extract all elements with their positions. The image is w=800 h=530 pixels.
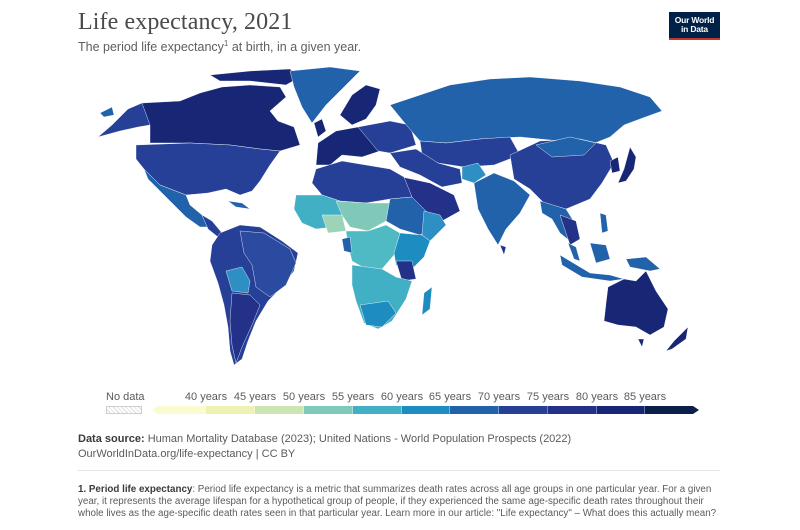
region-alaska-peninsula[interactable] xyxy=(99,106,115,118)
legend-end-arrow xyxy=(693,406,699,414)
legend-tick: 50 years xyxy=(282,391,326,403)
region-borneo[interactable] xyxy=(589,242,611,264)
region-philippines[interactable] xyxy=(599,212,609,234)
legend-bin[interactable] xyxy=(158,406,206,414)
no-data-label: No data xyxy=(106,391,145,403)
region-new-zealand[interactable] xyxy=(665,326,689,352)
region-korea[interactable] xyxy=(609,156,621,174)
region-japan[interactable] xyxy=(617,146,637,184)
footnote-label: 1. Period life expectancy xyxy=(78,484,193,495)
region-india[interactable] xyxy=(473,172,531,246)
region-canada[interactable] xyxy=(141,84,301,152)
legend-tick: 60 years xyxy=(380,391,424,403)
legend-bin[interactable] xyxy=(548,406,597,414)
region-eastern-europe[interactable] xyxy=(357,120,417,154)
legend-tick: 85 years xyxy=(623,391,667,403)
region-malaysia[interactable] xyxy=(567,242,581,262)
region-madagascar[interactable] xyxy=(421,286,433,316)
region-sahel[interactable] xyxy=(335,200,391,232)
no-data-swatch[interactable] xyxy=(106,406,142,414)
owid-logo[interactable]: Our World in Data xyxy=(669,12,720,40)
world-map[interactable] xyxy=(90,65,710,375)
region-mongolia[interactable] xyxy=(535,136,597,158)
region-central-africa[interactable] xyxy=(345,224,401,270)
legend-color-bar xyxy=(158,406,693,414)
region-mexico[interactable] xyxy=(143,168,209,228)
legend-bin[interactable] xyxy=(255,406,304,414)
region-turkey-iran[interactable] xyxy=(389,148,463,188)
region-afghanistan[interactable] xyxy=(461,162,487,184)
legend-bin[interactable] xyxy=(206,406,255,414)
legend-tick: 80 years xyxy=(575,391,619,403)
legend-bin[interactable] xyxy=(353,406,402,414)
region-nigeria[interactable] xyxy=(321,214,347,234)
region-tanzania[interactable] xyxy=(395,260,417,282)
region-australia[interactable] xyxy=(603,270,669,336)
logo-line-1: Our World xyxy=(674,15,715,25)
chart-title: Life expectancy, 2021 xyxy=(78,9,293,35)
region-gabon[interactable] xyxy=(341,236,353,254)
footnote-marker[interactable]: 1 xyxy=(223,39,229,48)
legend-tick: 70 years xyxy=(477,391,521,403)
legend-bin[interactable] xyxy=(597,406,645,414)
footnote: 1. Period life expectancy: Period life e… xyxy=(78,484,728,520)
region-western-europe[interactable] xyxy=(315,126,381,166)
legend-start-arrow xyxy=(152,406,158,414)
legend-bin[interactable] xyxy=(450,406,499,414)
region-south-africa[interactable] xyxy=(359,300,397,328)
logo-line-2: in Data xyxy=(681,24,708,34)
legend-bin[interactable] xyxy=(645,406,693,414)
source-url[interactable]: OurWorldInData.org/life-expectancy | CC … xyxy=(78,448,296,460)
source-label: Data source: xyxy=(78,433,145,445)
region-tasmania[interactable] xyxy=(637,338,645,348)
region-sri-lanka[interactable] xyxy=(499,244,507,256)
footer-divider xyxy=(78,470,720,471)
region-brazil[interactable] xyxy=(239,230,297,298)
data-source: Data source: Human Mortality Database (2… xyxy=(78,432,571,462)
region-papua-new-guinea[interactable] xyxy=(625,256,661,272)
source-text[interactable]: Human Mortality Database (2023); United … xyxy=(144,433,572,445)
region-caribbean[interactable] xyxy=(227,200,251,210)
legend-bin[interactable] xyxy=(402,406,450,414)
subtitle-text-end: at birth, in a given year. xyxy=(228,40,362,54)
region-argentina[interactable] xyxy=(229,292,261,364)
region-russia[interactable] xyxy=(389,76,663,146)
color-legend: No data 40 years 45 years 50 years 55 ye… xyxy=(78,388,718,418)
legend-tick: 40 years xyxy=(184,391,228,403)
legend-tick: 65 years xyxy=(428,391,472,403)
region-bolivia[interactable] xyxy=(225,266,251,294)
legend-bin[interactable] xyxy=(499,406,548,414)
footnote-text: : Period life expectancy is a metric tha… xyxy=(78,484,717,519)
chart-subtitle: The period life expectancy1 at birth, in… xyxy=(78,39,361,54)
region-indonesia[interactable] xyxy=(559,254,625,282)
region-horn-of-africa[interactable] xyxy=(421,210,447,242)
region-canada-arctic[interactable] xyxy=(209,68,301,86)
region-greenland[interactable] xyxy=(289,66,361,124)
legend-tick: 55 years xyxy=(331,391,375,403)
region-east-africa[interactable] xyxy=(393,232,431,270)
region-scandinavia[interactable] xyxy=(339,84,381,126)
legend-bin[interactable] xyxy=(304,406,353,414)
region-uk[interactable] xyxy=(313,118,327,138)
region-indochina[interactable] xyxy=(559,214,581,246)
legend-tick: 45 years xyxy=(233,391,277,403)
legend-tick: 75 years xyxy=(526,391,570,403)
subtitle-text: The period life expectancy xyxy=(78,40,224,54)
